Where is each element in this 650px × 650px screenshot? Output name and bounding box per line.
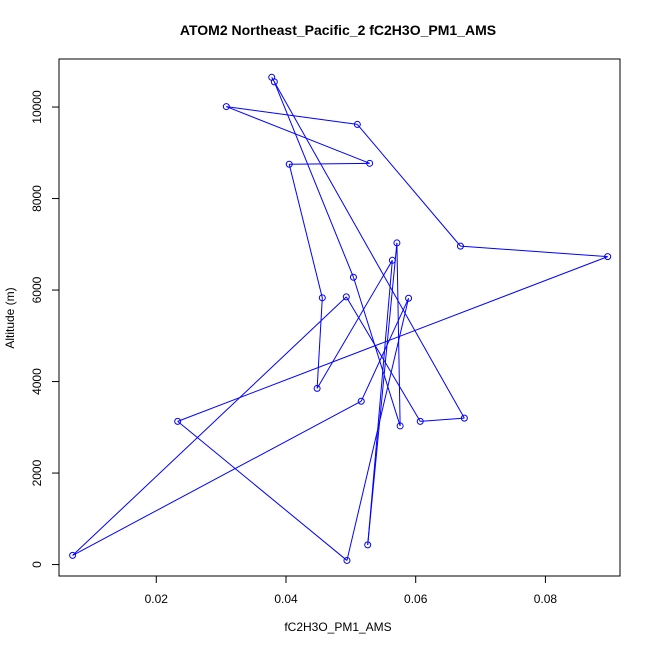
series-segment: [177, 420, 348, 561]
data-point: [388, 256, 396, 264]
data-point: [270, 78, 278, 86]
y-tick-label: 6000: [30, 276, 44, 303]
data-point: [174, 417, 182, 425]
y-axis-label: Altitude (m): [3, 287, 17, 348]
data-point: [342, 293, 350, 301]
chart-title: ATOM2 Northeast_Pacific_2 fC2H3O_PM1_AMS: [180, 22, 496, 38]
data-point: [604, 253, 612, 261]
data-point: [343, 556, 351, 564]
series-segment: [72, 400, 362, 556]
series-segment: [352, 277, 401, 427]
series-segment: [226, 106, 358, 125]
data-point: [366, 159, 374, 167]
series-points: [69, 73, 612, 564]
data-point: [285, 160, 293, 168]
series-segment: [289, 162, 370, 165]
data-point: [405, 294, 413, 302]
series-segment: [356, 124, 461, 247]
data-point: [318, 294, 326, 302]
y-tick-label: 2000: [30, 459, 44, 486]
y-tick-label: 0: [30, 561, 44, 568]
series-segment: [316, 260, 393, 389]
x-tick-label: 0.02: [145, 592, 169, 606]
series-segment: [367, 242, 398, 545]
data-point: [313, 384, 321, 392]
series-line: [72, 77, 608, 561]
x-tick-label: 0.08: [534, 592, 558, 606]
x-axis: 0.02 0.04 0.06 0.08: [145, 575, 558, 606]
series-segment: [271, 77, 465, 419]
data-point: [460, 414, 468, 422]
data-point: [456, 242, 464, 250]
data-point: [349, 273, 357, 281]
data-point: [393, 239, 401, 247]
y-tick-label: 8000: [30, 185, 44, 212]
data-point: [69, 551, 77, 559]
x-tick-label: 0.06: [404, 592, 428, 606]
y-tick-label: 10000: [30, 90, 44, 124]
series-segment: [177, 256, 608, 422]
data-point: [357, 397, 365, 405]
series-segment: [288, 164, 323, 298]
series-segment: [72, 296, 347, 556]
series-segment: [226, 106, 370, 164]
series-segment: [460, 245, 608, 258]
data-point: [416, 417, 424, 425]
data-point: [364, 541, 372, 549]
data-point: [396, 422, 404, 430]
series-segment: [420, 417, 465, 422]
series-segment: [316, 297, 323, 389]
data-point: [222, 103, 230, 111]
series-segment: [273, 81, 354, 278]
x-axis-label: fC2H3O_PM1_AMS: [284, 620, 391, 634]
y-axis: 0 2000 4000 6000 8000 10000: [30, 90, 60, 568]
x-tick-label: 0.04: [274, 592, 298, 606]
series-segment: [345, 296, 421, 422]
series-segment: [396, 242, 401, 426]
plot-frame: [58, 58, 621, 577]
data-point: [353, 120, 361, 128]
y-tick-label: 4000: [30, 368, 44, 395]
